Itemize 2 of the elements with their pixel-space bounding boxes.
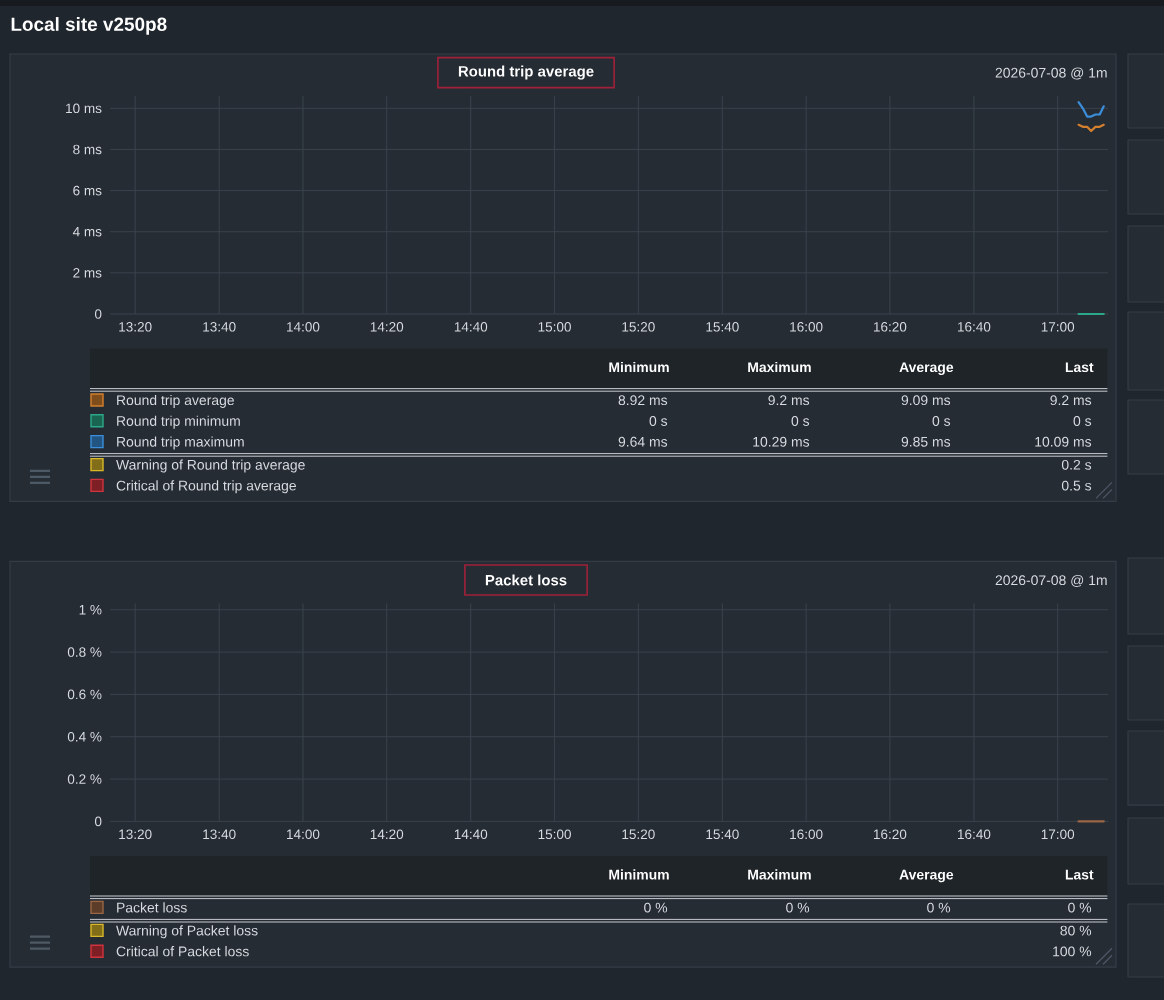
text: Local site v250p8 bbox=[11, 17, 167, 35]
line-series bbox=[1077, 101, 1105, 118]
